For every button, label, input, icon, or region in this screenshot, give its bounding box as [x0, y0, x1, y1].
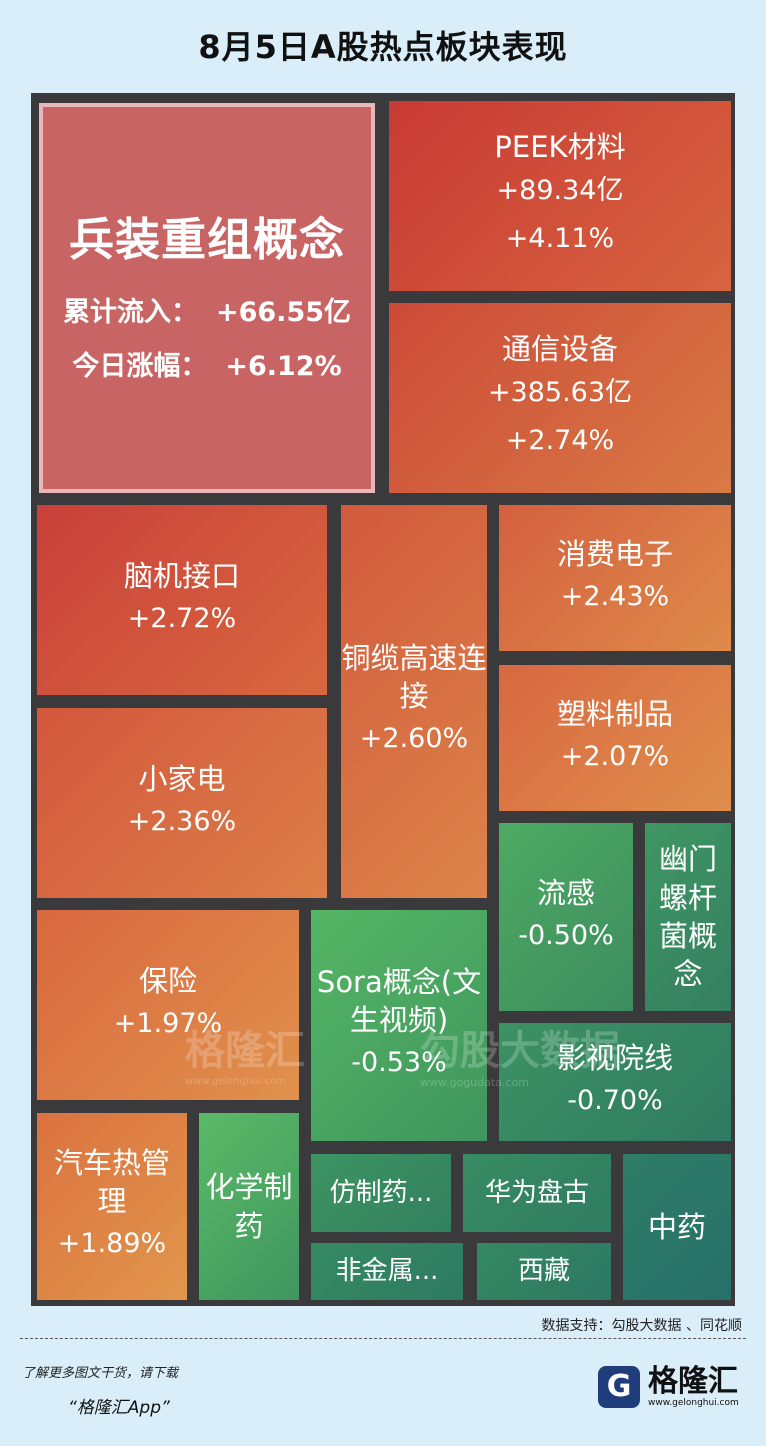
sector-name: 铜缆高速连接	[341, 640, 487, 714]
logo-url: www.gelonghui.com	[648, 1398, 739, 1408]
sector-tile[interactable]: 化学制药	[199, 1113, 299, 1300]
sector-tile[interactable]: 西藏	[477, 1243, 611, 1300]
sector-change: +4.11%	[505, 223, 615, 255]
sector-change: +2.07%	[560, 740, 670, 772]
sector-tile[interactable]: 铜缆高速连接 +2.60%	[341, 505, 487, 898]
sector-tile[interactable]: 通信设备 +385.63亿 +2.74%	[389, 303, 731, 493]
featured-flow-value: +66.55亿	[215, 296, 352, 328]
sector-name: 流感	[536, 875, 595, 910]
featured-flow-label: 累计流入：	[62, 296, 198, 328]
sector-tile[interactable]: 幽门螺杆菌概念	[645, 823, 731, 1011]
featured-change-row: 今日涨幅： +6.12%	[72, 340, 341, 394]
sector-name: 汽车热管理	[53, 1145, 170, 1219]
featured-change-label: 今日涨幅：	[72, 350, 208, 382]
sector-name: 化学制药	[205, 1170, 293, 1243]
sector-change: -0.70%	[567, 1084, 663, 1116]
sector-name: 中药	[647, 1209, 706, 1244]
sector-change: +2.43%	[560, 580, 670, 612]
footer-app-name: “格隆汇App”	[68, 1398, 170, 1418]
featured-change-value: +6.12%	[225, 350, 342, 382]
sector-name: 保险	[138, 963, 197, 998]
featured-sector-tile[interactable]: 兵装重组概念 累计流入： +66.55亿 今日涨幅： +6.12%	[39, 103, 375, 493]
sector-name: 西藏	[517, 1256, 570, 1287]
sector-name: 非金属...	[335, 1256, 439, 1287]
sector-change: -0.50%	[518, 919, 614, 951]
sector-tile[interactable]: 华为盘古	[463, 1154, 611, 1232]
sector-tile[interactable]: Sora概念(文生视频) -0.53%	[311, 910, 487, 1141]
sector-change: +1.97%	[113, 1007, 223, 1039]
sector-name: 通信设备	[501, 332, 618, 367]
sector-flow: +385.63亿	[487, 376, 633, 408]
sector-change: -0.53%	[351, 1047, 447, 1079]
sector-name: 塑料制品	[556, 696, 673, 731]
sector-flow: +89.34亿	[496, 174, 624, 206]
treemap-chart: 兵装重组概念 累计流入： +66.55亿 今日涨幅： +6.12% PEEK材料 +8…	[31, 93, 735, 1306]
sector-tile[interactable]: 仿制药...	[311, 1154, 451, 1232]
footer-download-tip: 了解更多图文干货，请下载	[22, 1366, 179, 1381]
sector-tile[interactable]: 脑机接口 +2.72%	[37, 505, 327, 695]
sector-tile[interactable]: 汽车热管理 +1.89%	[37, 1113, 187, 1300]
page-title: 8月5日A股热点板块表现	[198, 28, 568, 66]
sector-change: +2.72%	[127, 602, 237, 634]
sector-name: PEEK材料	[494, 130, 626, 165]
sector-name: 消费电子	[556, 536, 673, 571]
sector-name: Sora概念(文生视频)	[316, 964, 482, 1038]
sector-change: +2.74%	[505, 425, 615, 457]
sector-tile[interactable]: 流感 -0.50%	[499, 823, 633, 1011]
sector-change: +1.89%	[57, 1228, 167, 1260]
sector-tile[interactable]: 影视院线 -0.70%	[499, 1023, 731, 1141]
sector-name: 脑机接口	[123, 558, 240, 593]
sector-change: +2.36%	[127, 805, 237, 837]
logo-brand-text: 格隆汇	[648, 1364, 738, 1399]
sector-name: 华为盘古	[484, 1177, 589, 1208]
footer-divider	[20, 1338, 746, 1339]
sector-name: 影视院线	[556, 1040, 673, 1075]
sector-tile[interactable]: 保险 +1.97%	[37, 910, 299, 1100]
sector-tile[interactable]: 消费电子 +2.43%	[499, 505, 731, 651]
gelonghui-logo[interactable]: G 格隆汇 www.gelonghui.com	[598, 1365, 739, 1408]
sector-tile[interactable]: PEEK材料 +89.34亿 +4.11%	[389, 101, 731, 291]
featured-sector-name: 兵装重组概念	[68, 212, 345, 266]
sector-tile[interactable]: 塑料制品 +2.07%	[499, 665, 731, 811]
sector-tile[interactable]: 非金属...	[311, 1243, 463, 1300]
sector-name: 仿制药...	[329, 1177, 433, 1208]
sector-tile[interactable]: 中药	[623, 1154, 731, 1300]
sector-change: +2.60%	[359, 723, 469, 755]
sector-name: 小家电	[138, 761, 226, 796]
sector-name: 幽门螺杆菌概念	[659, 842, 718, 992]
sector-tile[interactable]: 小家电 +2.36%	[37, 708, 327, 898]
featured-flow-row: 累计流入： +66.55亿	[63, 286, 351, 340]
logo-g-icon: G	[598, 1365, 640, 1408]
data-source-note: 数据支持：勾股大数据 、同花顺	[541, 1318, 742, 1334]
